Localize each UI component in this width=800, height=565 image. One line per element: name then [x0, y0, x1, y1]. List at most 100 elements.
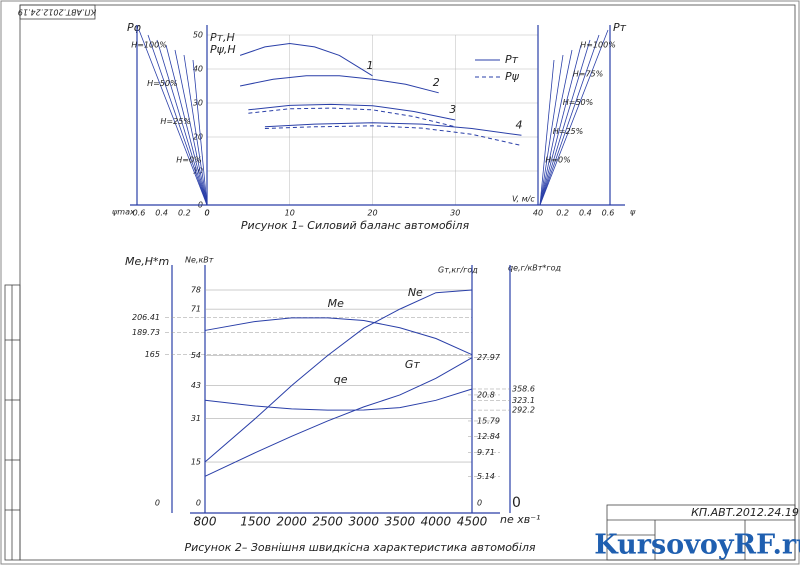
nomogram-line — [174, 49, 208, 206]
x-tick-label: 1500 — [240, 515, 271, 529]
y-label: qе,г/кВт*год — [508, 264, 562, 273]
y-tick-label: 9.71 — [477, 448, 495, 457]
x-tick-label: 30 — [450, 209, 460, 218]
nomogram-line — [156, 39, 208, 206]
nomogram-line-label: H=25% — [160, 117, 191, 126]
curve — [239, 75, 439, 94]
curve-label: 4 — [515, 118, 522, 131]
curve — [204, 289, 473, 463]
y-label: Nе,кВт — [185, 256, 214, 265]
x-label: V, м/с — [512, 195, 535, 204]
curve — [204, 357, 473, 477]
stamp-code: КП.АВТ.2012.24.19 — [691, 506, 799, 519]
y-tick-label: 50 — [193, 31, 203, 40]
curve — [239, 42, 373, 77]
nomogram-axis-label: ψ — [630, 208, 636, 217]
x-label: nе хв⁻¹ — [500, 513, 540, 526]
y-tick-label: 31 — [191, 414, 201, 423]
curve — [204, 388, 473, 411]
curve-label: qе — [334, 373, 348, 386]
nomogram-line — [539, 34, 600, 206]
nomogram-line-label: H=75% — [573, 69, 604, 78]
y-tick-label: 40 — [193, 65, 203, 74]
curve-label: 1 — [367, 59, 374, 72]
nomogram-line — [539, 49, 573, 206]
nomogram-tick-label: 0.2 — [556, 209, 569, 218]
code-box — [19, 4, 96, 20]
curve-label: 3 — [449, 103, 456, 116]
curve-label: Mе — [328, 297, 344, 310]
y-tick-label: 165 — [145, 350, 160, 359]
title-block — [606, 504, 796, 561]
x-tick-label: 3000 — [348, 515, 379, 529]
y-tick-label: 20 — [193, 133, 203, 142]
y-tick-label: 206.41 — [132, 313, 160, 322]
y-tick-label: 78 — [191, 286, 201, 295]
nomogram-tick-label: 0.2 — [178, 209, 191, 218]
nomogram-line-label: H=100% — [131, 41, 167, 50]
nomogram-line — [539, 29, 609, 206]
nomogram-line-label: H=100% — [580, 41, 616, 50]
x-tick-label: 20 — [367, 209, 377, 218]
nomogram-line — [138, 29, 208, 206]
x-tick-label: 2500 — [312, 515, 343, 529]
y-tick-label: 292.2 — [512, 406, 535, 415]
y-tick-label: 189.73 — [132, 328, 160, 337]
nomogram-line — [539, 39, 591, 206]
x-tick-label: 2000 — [276, 515, 307, 529]
y-tick-label: 0 — [155, 499, 160, 508]
curve — [248, 103, 456, 121]
nomogram-line-label: H=50% — [563, 98, 594, 107]
nomogram-tick-label: 0.6 — [133, 209, 146, 218]
nomogram-axis-label: ψmax — [112, 208, 135, 217]
nomogram-tick-label: 0.4 — [579, 209, 592, 218]
code-top: КП.АВТ.2012.24.19 — [18, 8, 96, 17]
x-tick-label: 3500 — [385, 515, 416, 529]
y-tick-label: 323.1 — [512, 396, 535, 405]
nomogram-title: Pт — [613, 21, 627, 34]
nomogram-line-label: H=25% — [553, 127, 584, 136]
side-stamp — [4, 284, 21, 561]
legend-label: Pψ — [505, 70, 520, 83]
nomogram-line — [539, 54, 564, 206]
y-tick-label: 5.14 — [477, 472, 495, 481]
x-tick-label: 800 — [194, 515, 217, 529]
y-tick-label: 12.84 — [477, 432, 500, 441]
x-tick-label: 10 — [285, 209, 295, 218]
nomogram-tick-label: 0.6 — [602, 209, 615, 218]
x-tick-label: 40 — [533, 209, 543, 218]
y-tick-label: 0 — [512, 495, 521, 511]
y-tick-label: 54 — [191, 351, 201, 360]
y-tick-label: 15.79 — [477, 416, 500, 425]
y-label: Gт,кг/год — [438, 266, 478, 275]
curve — [264, 122, 522, 136]
y-tick-label: 43 — [191, 381, 201, 390]
curve — [204, 317, 473, 356]
y-tick-label: 71 — [191, 305, 201, 314]
x-tick-label: 4000 — [421, 515, 452, 529]
y-label: Pт,Н — [210, 31, 235, 44]
nomogram-line-label: H=0% — [545, 156, 570, 165]
y-label: Pψ,Н — [210, 43, 236, 56]
y-tick-label: 27.97 — [477, 353, 501, 362]
nomogram-title: Pφ — [127, 21, 142, 34]
y-tick-label: 358.6 — [512, 384, 535, 393]
y-label: Mе,Н*m — [125, 255, 169, 268]
nomogram-tick-label: 0.4 — [155, 209, 168, 218]
curve-label: 2 — [433, 76, 440, 89]
nomogram-line-label: H=0% — [176, 156, 201, 165]
nomogram-line — [192, 59, 208, 206]
watermark: KursovoyRF.ru — [594, 530, 800, 561]
nomogram-line — [183, 54, 208, 206]
curve-label: Gт — [405, 358, 421, 371]
nomogram-line — [165, 44, 208, 206]
chart-title: Рисунок 1– Силовий баланс автомобіля — [241, 219, 470, 232]
inner-frame — [19, 4, 796, 561]
chart-title: Рисунок 2– Зовнішня швидкісна характерис… — [184, 541, 535, 554]
nomogram-line — [147, 34, 208, 206]
curve-label: Nе — [408, 286, 423, 299]
y-tick-label: 30 — [193, 99, 203, 108]
nomogram-line — [539, 44, 582, 206]
